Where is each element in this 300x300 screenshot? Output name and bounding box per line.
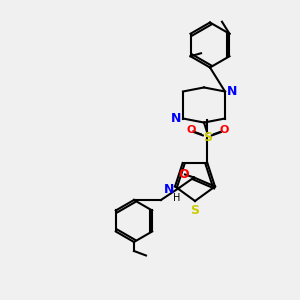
Text: O: O [178,168,189,181]
Text: S: S [203,131,212,144]
Text: S: S [190,204,200,217]
Text: N: N [226,85,237,98]
Text: O: O [219,125,229,135]
Text: N: N [171,112,181,125]
Text: H: H [173,194,180,203]
Text: O: O [186,125,196,135]
Text: N: N [164,183,175,196]
